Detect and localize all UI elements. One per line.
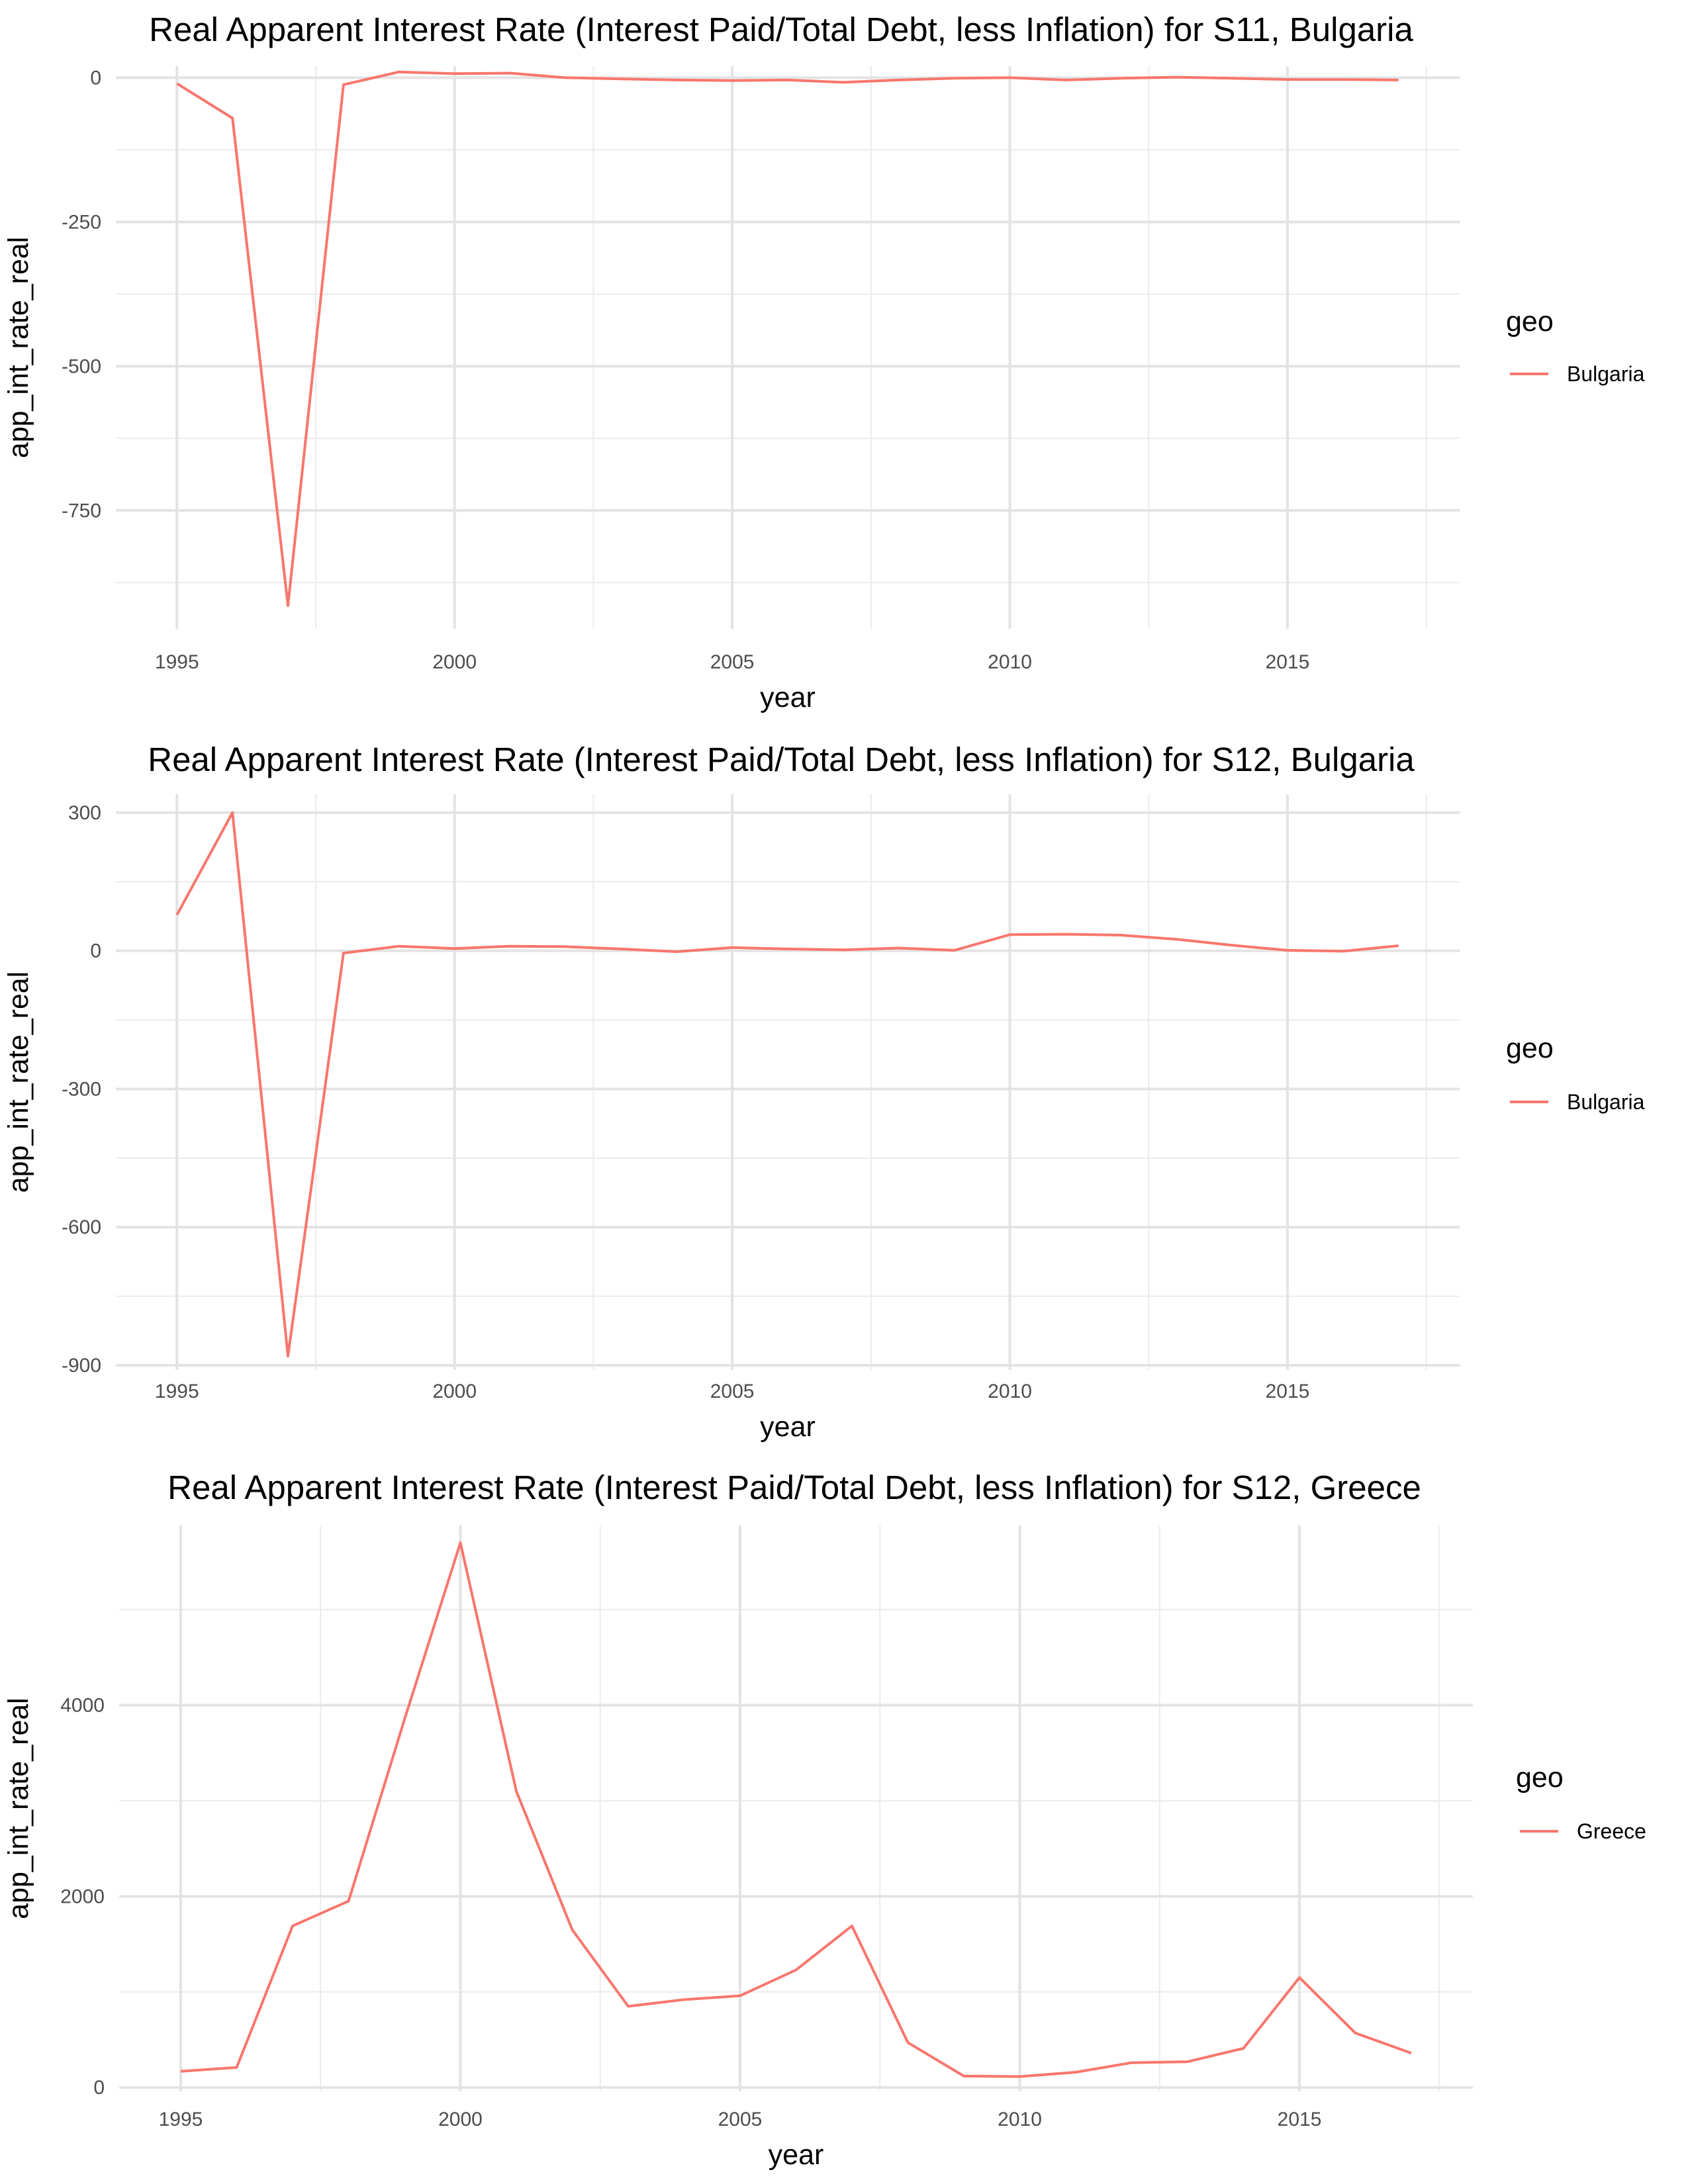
legend-title: geo (1506, 306, 1554, 338)
grid (116, 66, 1460, 629)
y-tick-label: -300 (62, 1078, 101, 1100)
x-tick-label: 2005 (710, 1381, 755, 1402)
y-tick-label: 0 (90, 940, 101, 962)
x-tick-label: 2005 (710, 651, 755, 673)
x-axis-title: year (769, 2139, 824, 2171)
grid (116, 794, 1460, 1370)
y-tick-label: 2000 (60, 1886, 105, 1907)
y-axis-title: app_int_rate_real (3, 237, 34, 459)
y-tick-label: 0 (93, 2077, 105, 2099)
y-tick-label: 0 (90, 67, 101, 89)
legend: geo Bulgaria (1506, 306, 1645, 386)
legend-title: geo (1506, 1032, 1554, 1064)
grid (119, 1525, 1473, 2091)
x-tick-label: 2015 (1266, 1381, 1310, 1402)
legend: geo Bulgaria (1506, 1032, 1645, 1114)
legend-label: Bulgaria (1567, 1090, 1645, 1114)
x-tick-label: 2000 (438, 2109, 483, 2130)
x-axis-title: year (760, 682, 816, 713)
series-line-greece (180, 1541, 1412, 2078)
y-tick-label: -500 (62, 355, 101, 377)
chart-panel-s12-bulgaria: 1995 2000 2005 2010 2015 300 0 -300 -600 -900 Real… (0, 728, 1688, 1456)
x-tick-label: 1995 (155, 1381, 199, 1402)
x-tick-label: 2000 (432, 651, 477, 673)
y-tick-label: -600 (62, 1216, 101, 1238)
chart-title: Real Apparent Interest Rate (Interest Pa… (167, 1469, 1421, 1506)
y-axis-title: app_int_rate_real (3, 972, 34, 1193)
x-tick-label: 1995 (159, 2109, 203, 2130)
y-tick-label: -750 (62, 500, 101, 522)
chart-svg: 1995 2000 2005 2010 2015 0 -250 -500 -750 Real Ap… (3, 11, 1645, 713)
y-tick-label: -250 (62, 211, 101, 233)
x-tick-label: 1995 (155, 651, 199, 673)
chart-title: Real Apparent Interest Rate (Interest Pa… (149, 11, 1413, 48)
x-tick-label: 2010 (988, 651, 1032, 673)
x-tick-label: 2010 (988, 1381, 1032, 1402)
x-tick-label: 2015 (1278, 2109, 1322, 2130)
chart-svg: 1995 2000 2005 2010 2015 0 2000 4000 Real Appare… (3, 1469, 1646, 2171)
x-tick-label: 2015 (1266, 651, 1310, 673)
chart-panel-s11-bulgaria: 1995 2000 2005 2010 2015 0 -250 -500 -750 Real Ap… (0, 0, 1688, 728)
x-axis-title: year (760, 1411, 816, 1443)
chart-title: Real Apparent Interest Rate (Interest Pa… (148, 741, 1415, 778)
y-tick-label: 4000 (60, 1695, 105, 1717)
legend-label: Bulgaria (1567, 362, 1645, 386)
x-tick-label: 2000 (432, 1381, 477, 1402)
y-tick-label: -900 (62, 1355, 101, 1377)
series-line-bulgaria (176, 70, 1399, 608)
chart-svg: 1995 2000 2005 2010 2015 300 0 -300 -600 -900 Real… (3, 741, 1645, 1443)
legend-label: Greece (1577, 1819, 1646, 1843)
y-tick-label: 300 (68, 802, 101, 824)
chart-panel-s12-greece: 1995 2000 2005 2010 2015 0 2000 4000 Real Appare… (0, 1456, 1688, 2184)
series-line-bulgaria (175, 811, 1399, 1358)
x-tick-label: 2010 (998, 2109, 1042, 2130)
y-axis-title: app_int_rate_real (3, 1698, 34, 1919)
legend: geo Greece (1516, 1762, 1646, 1843)
legend-title: geo (1516, 1762, 1564, 1794)
x-tick-label: 2005 (718, 2109, 763, 2130)
